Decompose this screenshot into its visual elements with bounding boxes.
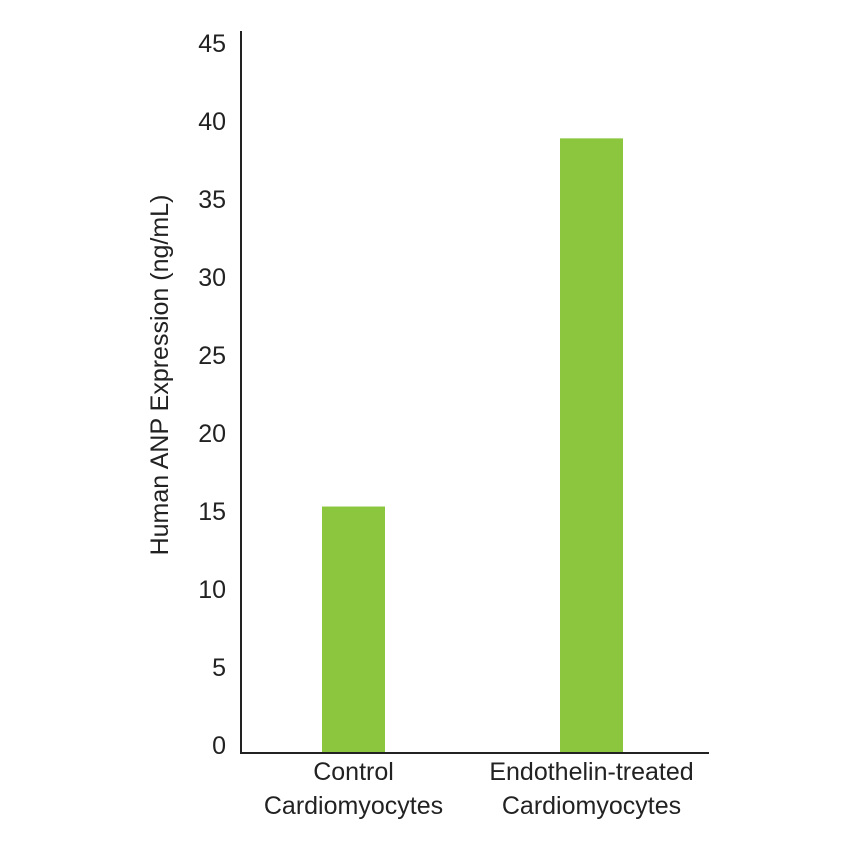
y-tick-labels: 0 5 10 15 20 25 30 35 40 45 (198, 30, 226, 760)
bars (322, 138, 623, 754)
y-tick-label: 35 (198, 186, 226, 214)
y-tick-label: 15 (198, 498, 226, 526)
x-tick-label: Endothelin-treated (489, 758, 693, 786)
x-tick-label: Cardiomyocytes (264, 792, 443, 820)
y-tick-label: 10 (198, 576, 226, 604)
y-tick-label: 25 (198, 342, 226, 370)
bar (560, 138, 623, 754)
y-tick-label: 30 (198, 264, 226, 292)
y-tick-label: 45 (198, 30, 226, 58)
y-tick-label: 40 (198, 108, 226, 136)
x-tick-label: Control (313, 758, 394, 786)
y-tick-label: 5 (212, 654, 226, 682)
y-axis-label: Human ANP Expression (ng/mL) (146, 195, 174, 556)
y-tick-label: 20 (198, 420, 226, 448)
bar (322, 506, 385, 753)
y-tick-label: 0 (212, 732, 226, 760)
x-tick-labels: Control Cardiomyocytes Endothelin-treated C… (264, 758, 694, 820)
x-tick-label: Cardiomyocytes (502, 792, 681, 820)
